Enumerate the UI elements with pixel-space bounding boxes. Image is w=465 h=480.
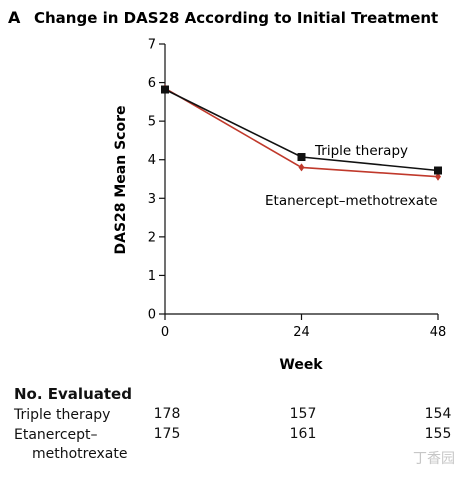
y-tick-label: 0 (148, 308, 156, 323)
row-label-methotrexate: methotrexate (32, 446, 128, 462)
number-evaluated-title: No. Evaluated (14, 385, 132, 403)
y-tick-label: 4 (148, 153, 156, 168)
count-triple-week24: 157 (289, 406, 317, 422)
data-point-triple-therapy (434, 166, 442, 175)
data-point-triple-therapy (297, 153, 306, 162)
axes: 0 1 2 3 4 5 6 7 0 24 48 (148, 38, 447, 341)
y-tick-label: 1 (148, 269, 156, 284)
chart-title: Change in DAS28 According to Initial Tre… (34, 9, 438, 27)
y-tick-label: 5 (148, 115, 156, 130)
x-tick-label: 24 (293, 325, 310, 340)
data-point-triple-therapy (161, 85, 169, 94)
plot-marks (161, 84, 442, 181)
x-tick-label: 0 (161, 325, 169, 340)
x-tick-label: 48 (430, 325, 447, 340)
data-point-etanercept-methotrexate (435, 172, 441, 181)
panel-letter: A (8, 8, 21, 27)
row-label-triple-therapy: Triple therapy (14, 407, 111, 423)
y-tick-label: 6 (148, 76, 156, 91)
count-etanercept-week48: 155 (424, 426, 452, 442)
y-tick-label: 3 (148, 192, 156, 207)
count-triple-week48: 154 (424, 406, 452, 422)
y-tick-label: 7 (148, 38, 156, 53)
x-axis-title: Week (279, 357, 323, 373)
count-triple-week0: 178 (153, 406, 181, 422)
count-etanercept-week0: 175 (153, 426, 181, 442)
count-etanercept-week24: 161 (289, 426, 317, 442)
y-axis-title: DAS28 Mean Score (113, 105, 129, 254)
series-label-etanercept-methotrexate: Etanercept–methotrexate (265, 193, 438, 209)
series-label-triple-therapy: Triple therapy (314, 143, 408, 159)
data-point-etanercept-methotrexate (298, 163, 305, 172)
y-tick-label: 2 (148, 230, 156, 245)
watermark-logo: 丁香园 (413, 451, 455, 467)
das28-chart: A Change in DAS28 According to Initial T… (8, 8, 447, 373)
row-label-etanercept: Etanercept– (14, 427, 98, 443)
